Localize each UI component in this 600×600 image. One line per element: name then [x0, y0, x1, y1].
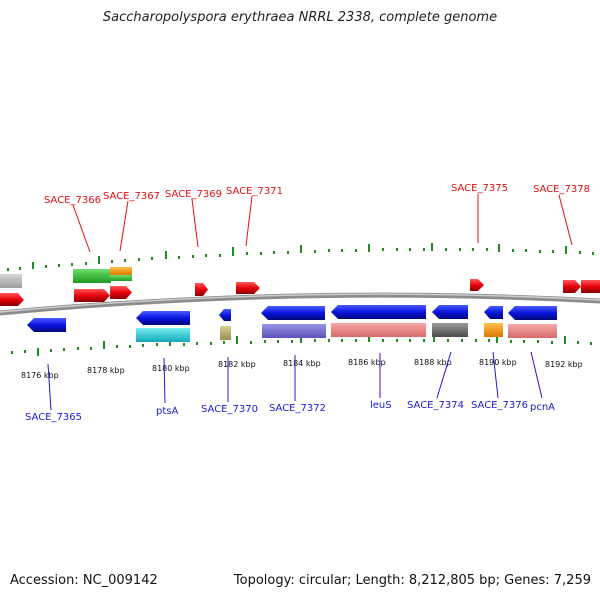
gene-feature[interactable] [508, 324, 557, 338]
lower-gene-track [27, 305, 557, 342]
bottom-label-leaders [47, 351, 543, 411]
gene-label-sace-7365[interactable]: SACE_7365 [25, 412, 82, 423]
gene-label-sace-7370[interactable]: SACE_7370 [201, 404, 258, 415]
scale-labels: 8176 kbp 8178 kbp 8180 kbp 8182 kbp 8184… [21, 358, 583, 380]
gene-feature[interactable] [136, 328, 190, 342]
gene-arrow[interactable] [508, 306, 557, 320]
gene-feature[interactable] [331, 323, 426, 337]
gene-arrow[interactable] [563, 280, 581, 293]
scale-label: 8176 kbp [21, 371, 59, 380]
gene-feature[interactable] [110, 267, 132, 275]
gene-feature[interactable] [110, 275, 132, 281]
gene-arrow[interactable] [470, 279, 484, 291]
gene-arrow[interactable] [236, 282, 260, 294]
gene-label-sace-7374[interactable]: SACE_7374 [407, 400, 464, 411]
genome-backbone-highlight [0, 293, 600, 313]
upper-gene-track [0, 267, 600, 306]
gene-label-sace-7372[interactable]: SACE_7372 [269, 403, 326, 414]
gene-label-sace-7366[interactable]: SACE_7366 [44, 195, 101, 206]
gene-arrow[interactable] [136, 311, 190, 325]
gene-arrow[interactable] [432, 305, 468, 319]
scale-label: 8178 kbp [87, 366, 125, 375]
scale-label: 8184 kbp [283, 359, 321, 368]
scale-label: 8192 kbp [545, 360, 583, 369]
scale-label: 8180 kbp [152, 364, 190, 373]
top-label-leaders [72, 194, 573, 253]
gene-arrow[interactable] [0, 293, 24, 306]
gene-label-leus[interactable]: leuS [370, 400, 392, 411]
lower-scale-ticks [11, 334, 592, 356]
gene-feature[interactable] [73, 269, 111, 283]
gene-label-sace-7375[interactable]: SACE_7375 [451, 183, 508, 194]
gene-label-sace-7367[interactable]: SACE_7367 [103, 191, 160, 202]
gene-arrow[interactable] [74, 289, 110, 302]
gene-arrow[interactable] [219, 309, 231, 321]
gene-arrow[interactable] [261, 306, 325, 320]
upper-scale-ticks [7, 243, 594, 271]
map-title: Saccharopolyspora erythraea NRRL 2338, c… [102, 10, 498, 25]
gene-feature[interactable] [0, 274, 22, 288]
scale-label: 8186 kbp [348, 358, 386, 367]
genome-backbone [0, 292, 600, 316]
genome-summary: Topology: circular; Length: 8,212,805 bp… [233, 573, 591, 588]
gene-feature[interactable] [220, 326, 231, 340]
gene-label-sace-7376[interactable]: SACE_7376 [471, 400, 528, 411]
scale-label: 8188 kbp [414, 358, 452, 367]
scale-label: 8182 kbp [218, 360, 256, 369]
gene-arrow[interactable] [484, 306, 503, 319]
gene-arrow[interactable] [27, 318, 66, 332]
gene-arrow[interactable] [110, 286, 132, 299]
gene-arrow[interactable] [195, 283, 208, 296]
gene-feature[interactable] [432, 323, 468, 337]
gene-label-sace-7369[interactable]: SACE_7369 [165, 189, 222, 200]
gene-feature[interactable] [581, 280, 600, 293]
gene-label-pcna[interactable]: pcnA [530, 402, 555, 413]
gene-feature[interactable] [262, 324, 326, 338]
accession-label: Accession: NC_009142 [10, 573, 158, 588]
gene-label-ptsa[interactable]: ptsA [156, 406, 178, 417]
scale-label: 8190 kbp [479, 358, 517, 367]
gene-label-sace-7371[interactable]: SACE_7371 [226, 186, 283, 197]
gene-feature[interactable] [484, 323, 503, 337]
gene-arrow[interactable] [331, 305, 426, 319]
gene-label-sace-7378[interactable]: SACE_7378 [533, 184, 590, 195]
